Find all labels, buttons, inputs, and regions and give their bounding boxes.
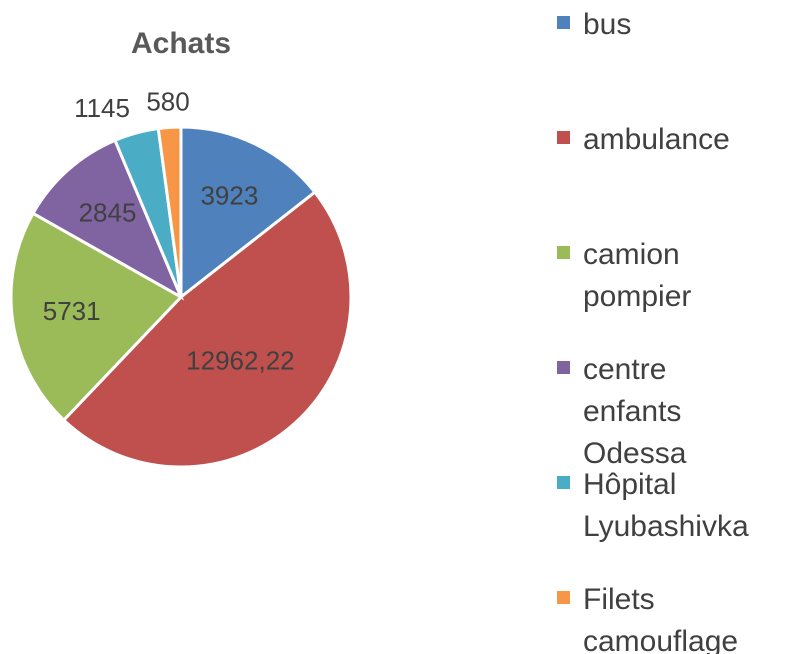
data-label: 1145 [74, 93, 130, 123]
data-label: 12962,22 [186, 345, 294, 375]
legend-entry: Filets camouflage [557, 579, 739, 654]
legend-swatch [557, 591, 570, 604]
legend-label: bus [583, 8, 632, 41]
legend-swatch [557, 246, 570, 259]
legend-label: ambulance [583, 123, 730, 156]
legend-label: Hôpital Lyubashivka [583, 468, 749, 543]
legend-swatch [557, 131, 570, 144]
legend-entry: bus [557, 4, 703, 46]
legend-entry: camion pompier [557, 234, 703, 318]
data-label: 3923 [200, 181, 258, 211]
legend-label: Filets camouflage [583, 583, 739, 654]
legend-swatch [557, 476, 570, 489]
chart-title: Achats [131, 27, 231, 60]
legend-swatch [557, 361, 570, 374]
legend-swatch [557, 16, 570, 29]
data-label: 5731 [43, 296, 101, 326]
legend-entry: centre enfants Odessa [557, 349, 703, 475]
pie-slice [61, 190, 353, 469]
data-label: 580 [146, 87, 189, 117]
legend-label: centre enfants Odessa [583, 353, 687, 470]
legend-label: camion pompier [583, 238, 692, 313]
legend-entry: ambulance [557, 119, 730, 161]
pie-slice [179, 125, 317, 301]
pie-slice [156, 125, 183, 298]
legend-entry: Hôpital Lyubashivka [557, 464, 749, 548]
data-label: 2845 [79, 197, 137, 227]
pie-slice [9, 211, 184, 423]
pie-slice [30, 138, 185, 301]
